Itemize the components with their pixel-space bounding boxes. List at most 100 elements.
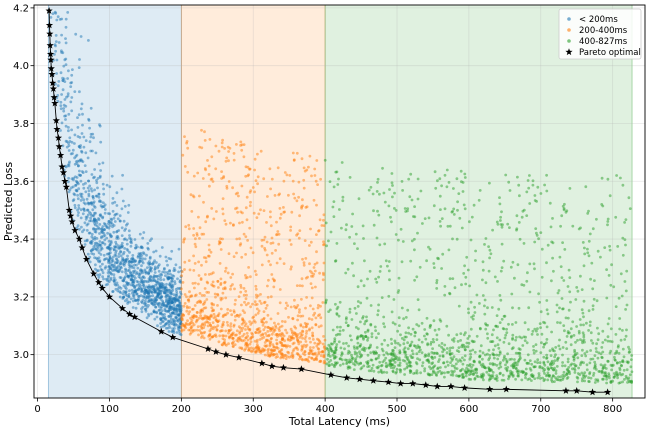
point [148, 260, 151, 263]
point [211, 321, 215, 324]
point [360, 366, 364, 369]
point [287, 351, 290, 355]
point [253, 190, 256, 194]
point [270, 332, 274, 336]
legend-label: < 200ms [579, 15, 618, 25]
point [201, 334, 204, 338]
point [90, 213, 93, 217]
point [234, 333, 237, 337]
point [172, 293, 176, 296]
point [289, 267, 293, 271]
point [345, 223, 348, 227]
point [442, 361, 446, 365]
point [548, 201, 552, 205]
point [110, 218, 114, 222]
point [377, 303, 380, 307]
point [498, 351, 502, 355]
point [367, 364, 371, 368]
point [481, 268, 485, 272]
point [68, 188, 72, 192]
point [217, 240, 221, 243]
point [59, 104, 63, 107]
point [279, 341, 283, 344]
point [555, 365, 559, 368]
point [526, 179, 530, 182]
point [545, 261, 548, 265]
point [239, 140, 243, 144]
point [150, 301, 154, 305]
point [211, 271, 215, 275]
point [514, 367, 518, 370]
point [140, 301, 144, 305]
point [107, 226, 111, 230]
point [447, 248, 451, 252]
point [290, 351, 294, 355]
point [186, 170, 190, 174]
point [72, 192, 76, 196]
point [431, 357, 435, 360]
point [378, 243, 382, 247]
point [465, 341, 469, 345]
pareto-star [396, 379, 405, 387]
point [282, 206, 285, 209]
point [70, 81, 74, 84]
point [131, 299, 135, 303]
point [102, 253, 106, 257]
point [300, 357, 304, 361]
point [467, 341, 471, 345]
point [614, 333, 618, 336]
point [140, 310, 144, 314]
point [298, 214, 301, 218]
point [270, 352, 274, 355]
point [121, 256, 124, 260]
point [540, 332, 544, 336]
point [356, 335, 360, 338]
point [322, 335, 325, 338]
point [216, 324, 220, 327]
point [264, 325, 267, 329]
point [250, 331, 254, 335]
point [602, 374, 606, 378]
point [193, 304, 197, 307]
point [614, 305, 618, 308]
point [204, 168, 208, 172]
point [371, 192, 375, 196]
point [558, 306, 561, 310]
point [107, 245, 111, 248]
point [488, 353, 492, 357]
point [289, 225, 293, 229]
point [546, 312, 550, 316]
point [165, 297, 169, 301]
point [562, 208, 566, 212]
point [223, 286, 227, 290]
point [348, 307, 352, 311]
point [536, 361, 539, 364]
point [504, 357, 508, 361]
point [392, 358, 396, 361]
point [263, 300, 267, 304]
point [530, 332, 534, 336]
point [286, 337, 290, 341]
point [248, 204, 252, 208]
point [419, 371, 422, 375]
point [423, 367, 427, 370]
point [486, 352, 489, 356]
point [461, 362, 465, 366]
point [99, 169, 102, 172]
point [221, 323, 225, 326]
point [624, 289, 628, 293]
point [219, 248, 223, 251]
point [259, 293, 262, 296]
point [197, 333, 200, 337]
point [288, 238, 292, 242]
point [254, 350, 258, 354]
point [262, 177, 266, 181]
point [556, 378, 560, 382]
point [119, 254, 123, 258]
point [353, 352, 357, 356]
point [354, 357, 358, 361]
y-tick-label: 4.0 [13, 61, 29, 72]
point [537, 237, 540, 241]
point [290, 331, 294, 335]
point [545, 341, 548, 345]
